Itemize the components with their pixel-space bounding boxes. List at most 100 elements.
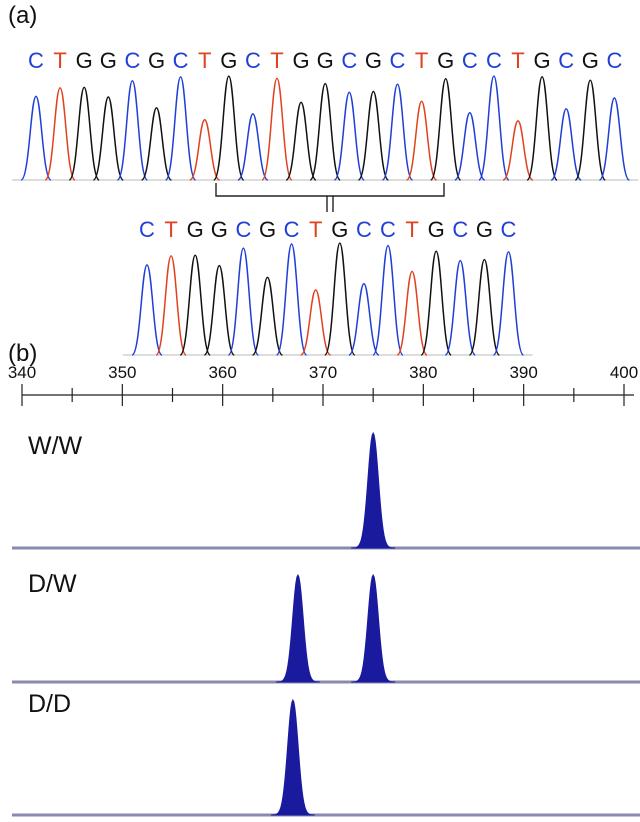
top-base-23: C bbox=[558, 48, 574, 73]
bottom-base-13: G bbox=[428, 217, 445, 242]
top-peak-12 bbox=[285, 101, 317, 181]
bottom-base-12: T bbox=[405, 217, 418, 242]
tick-label-400: 400 bbox=[610, 363, 638, 382]
bottom-peak-13 bbox=[420, 250, 452, 356]
bottom-peak-15 bbox=[468, 258, 501, 356]
top-base-2: T bbox=[53, 48, 66, 73]
top-base-4: G bbox=[100, 48, 117, 73]
top-base-10: C bbox=[245, 48, 261, 73]
bottom-base-4: G bbox=[211, 217, 228, 242]
top-base-24: G bbox=[582, 48, 599, 73]
bottom-base-3: G bbox=[187, 217, 204, 242]
bottom-peak-9 bbox=[324, 242, 356, 356]
bottom-base-2: T bbox=[164, 217, 177, 242]
chromatogram-top bbox=[11, 75, 639, 181]
genotype-label-dd: D/D bbox=[28, 690, 72, 718]
top-base-16: C bbox=[390, 48, 406, 73]
bottom-base-1: C bbox=[139, 217, 155, 242]
top-peak-7 bbox=[164, 76, 197, 181]
tick-label-340: 340 bbox=[8, 363, 36, 382]
top-peak-6 bbox=[140, 107, 173, 181]
trace-2-peak-2 bbox=[351, 573, 396, 683]
fragment-traces bbox=[12, 431, 640, 817]
top-peak-25 bbox=[598, 97, 631, 181]
tick-label-360: 360 bbox=[208, 363, 236, 382]
bottom-peak-12 bbox=[396, 270, 428, 356]
trace-2-peak-1 bbox=[275, 573, 320, 683]
bottom-peak-5 bbox=[227, 247, 260, 356]
top-base-14: C bbox=[341, 48, 357, 73]
top-peak-22 bbox=[526, 75, 558, 181]
top-base-8: T bbox=[198, 48, 211, 73]
bottom-peak-8 bbox=[300, 289, 332, 356]
top-base-7: C bbox=[173, 48, 189, 73]
trace-3-peak-1 bbox=[270, 698, 315, 816]
top-base-15: G bbox=[365, 48, 382, 73]
top-peak-13 bbox=[309, 82, 341, 181]
top-base-12: G bbox=[293, 48, 310, 73]
top-base-22: G bbox=[534, 48, 551, 73]
bottom-base-14: C bbox=[452, 217, 468, 242]
deletion-bracket bbox=[215, 183, 445, 212]
top-peak-1 bbox=[20, 95, 52, 181]
top-base-5: C bbox=[124, 48, 140, 73]
top-peak-2 bbox=[44, 87, 76, 181]
tick-label-370: 370 bbox=[309, 363, 337, 382]
top-peak-15 bbox=[357, 90, 390, 181]
bottom-peak-11 bbox=[372, 244, 404, 356]
top-base-9: G bbox=[220, 48, 237, 73]
top-peak-18 bbox=[430, 78, 462, 181]
top-peak-16 bbox=[381, 83, 414, 181]
panel-b-label: (b) bbox=[8, 340, 38, 367]
bottom-base-11: C bbox=[380, 217, 396, 242]
top-base-25: C bbox=[606, 48, 622, 73]
top-peak-8 bbox=[189, 118, 221, 181]
bottom-base-9: G bbox=[331, 217, 348, 242]
top-base-6: G bbox=[148, 48, 165, 73]
top-peak-17 bbox=[405, 100, 438, 181]
bottom-base-15: G bbox=[476, 217, 493, 242]
top-peak-3 bbox=[68, 86, 100, 181]
bottom-peak-14 bbox=[444, 259, 476, 356]
bottom-base-7: C bbox=[284, 217, 300, 242]
top-base-19: C bbox=[462, 48, 478, 73]
top-peak-24 bbox=[574, 79, 606, 181]
bottom-peak-10 bbox=[348, 283, 380, 356]
size-axis: 340 350 360 370 380 390 400 bbox=[8, 363, 638, 406]
bottom-base-8: T bbox=[309, 217, 322, 242]
top-base-17: T bbox=[415, 48, 428, 73]
top-peak-23 bbox=[550, 108, 582, 181]
bottom-peak-6 bbox=[251, 276, 284, 356]
chromatogram-bottom bbox=[122, 242, 533, 356]
top-base-20: C bbox=[486, 48, 502, 73]
bottom-peak-2 bbox=[155, 255, 187, 356]
panel-a-label: (a) bbox=[8, 2, 38, 29]
top-base-11: T bbox=[270, 48, 283, 73]
top-peak-5 bbox=[116, 79, 149, 181]
top-base-21: T bbox=[511, 48, 524, 73]
bottom-peak-16 bbox=[492, 251, 525, 356]
top-peak-4 bbox=[92, 96, 124, 181]
trace-1-peak-1 bbox=[351, 431, 396, 549]
top-peak-9 bbox=[213, 75, 245, 181]
bottom-base-10: C bbox=[356, 217, 372, 242]
top-peak-19 bbox=[454, 112, 486, 181]
bottom-base-6: G bbox=[259, 217, 276, 242]
top-base-3: G bbox=[76, 48, 93, 73]
genotype-label-dw: D/W bbox=[28, 570, 77, 598]
bottom-peak-1 bbox=[131, 264, 163, 356]
top-base-1: C bbox=[28, 48, 44, 73]
top-base-18: G bbox=[437, 48, 454, 73]
bottom-peak-4 bbox=[203, 264, 235, 356]
bottom-base-5: C bbox=[235, 217, 251, 242]
bottom-peak-3 bbox=[179, 254, 211, 356]
top-peak-21 bbox=[502, 120, 534, 181]
tick-label-380: 380 bbox=[409, 363, 437, 382]
top-peak-10 bbox=[237, 113, 269, 181]
bottom-peak-7 bbox=[275, 243, 308, 356]
top-peak-20 bbox=[478, 75, 510, 181]
top-peak-11 bbox=[261, 77, 293, 181]
